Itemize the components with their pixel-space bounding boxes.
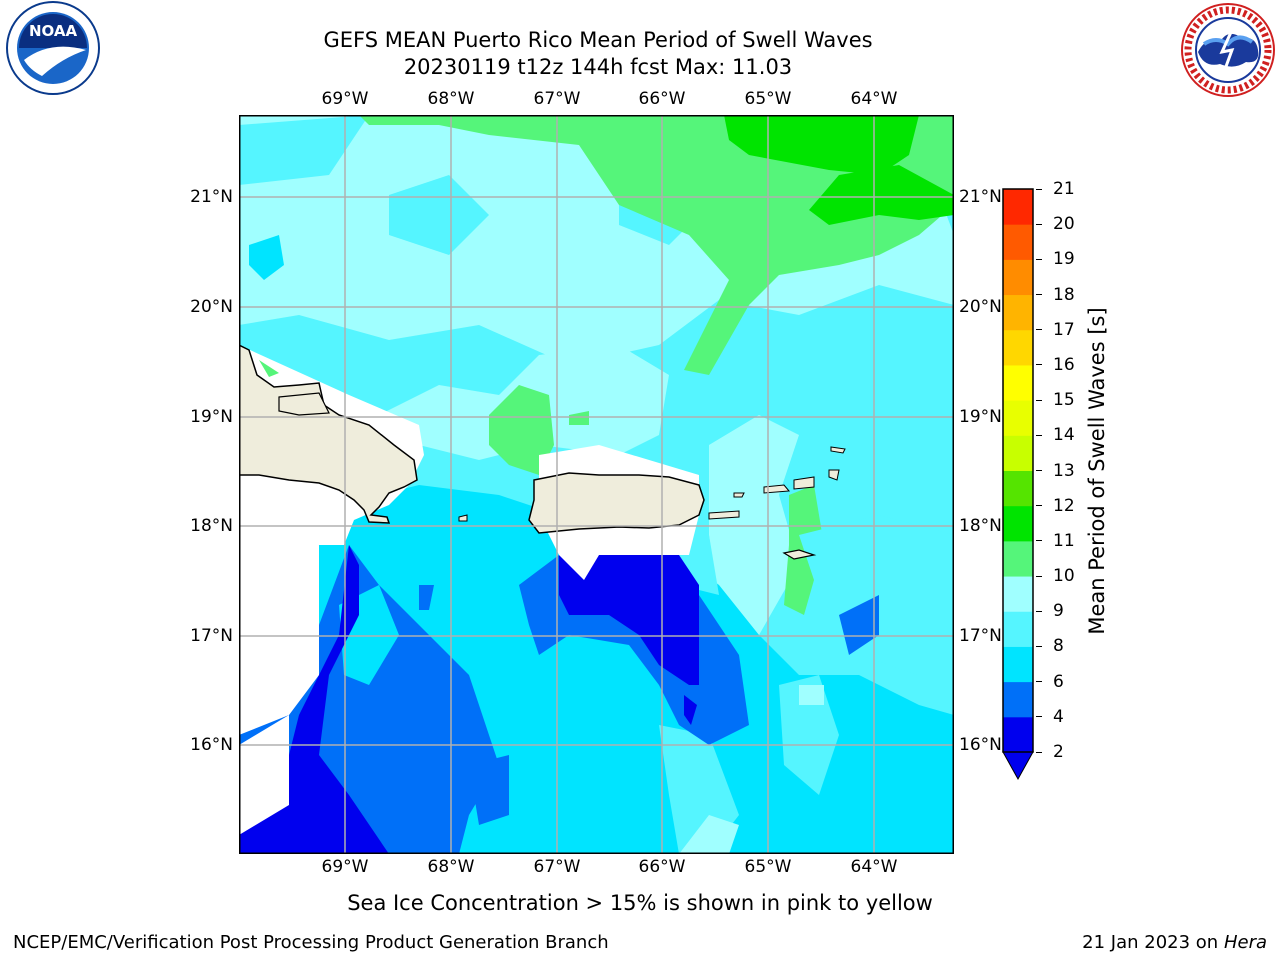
sea-ice-note: Sea Ice Concentration > 15% is shown in … [347,891,933,915]
lon-label-bottom: 67°W [533,857,581,877]
colorbar-tick [1036,505,1042,507]
colorbar-label: 21 [1053,179,1075,199]
colorbar-segment [1003,435,1033,471]
lat-label-right: 17°N [959,626,1002,646]
colorbar-tick [1036,470,1042,471]
lon-label-top: 69°W [321,89,369,109]
lon-label-top: 68°W [427,89,475,109]
lon-label-top: 66°W [638,89,686,109]
colorbar-segment [1003,224,1033,260]
lon-label-top: 65°W [744,89,792,109]
colorbar-label: 14 [1053,425,1075,446]
colorbar-label: 6 [1053,671,1064,692]
region-9-10-central [489,385,554,475]
lat-label-left: 19°N [190,407,233,427]
lat-label-right: 16°N [959,735,1002,755]
region-10-11-north [724,115,919,175]
lat-label-left: 18°N [190,516,233,536]
colorbar-tick [1036,681,1042,683]
colorbar-label: 16 [1053,354,1075,375]
land-hispaniola [239,344,418,524]
lat-label-right: 19°N [959,407,1002,427]
colorbar-segment [1003,470,1033,507]
map-frame [239,115,954,854]
colorbar-label: 15 [1053,390,1075,411]
lat-label-right: 21°N [959,187,1002,207]
lat-label-right: 20°N [959,297,1002,317]
lat-label-left: 17°N [190,626,233,646]
region-9-10 [359,115,954,375]
colorbar-tick [1036,294,1042,296]
lon-label-bottom: 68°W [427,857,475,877]
nws-logo-icon [1181,3,1275,97]
region-2-4-west [239,545,389,854]
colorbar-min-arrow [1002,751,1034,781]
colorbar-tick [1036,610,1042,612]
lat-label-left: 16°N [190,735,233,755]
colorbar-tick [1036,188,1042,190]
colorbar-segment [1003,681,1033,718]
colorbar-tick [1036,223,1042,225]
colorbar-tick [1036,434,1042,436]
colorbar-label: 4 [1053,706,1064,727]
colorbar-label: 12 [1053,495,1075,516]
lon-label-bottom: 65°W [744,857,792,877]
swell-period-map [239,115,954,854]
colorbar-label: 2 [1053,742,1064,762]
lat-label-left: 21°N [190,187,233,207]
colorbar-tick [1036,364,1042,366]
colorbar-segment [1003,576,1033,612]
colorbar-segment [1003,259,1033,296]
colorbar-title: Mean Period of Swell Waves [s] [1085,307,1109,635]
colorbar-segment [1003,189,1033,225]
colorbar-tick [1036,258,1042,260]
footer-date-text: 21 Jan 2023 on [1082,932,1224,953]
colorbar-segment [1003,400,1033,436]
colorbar-tick [1036,716,1042,718]
colorbar-label: 10 [1053,566,1075,587]
colorbar-label: 18 [1053,284,1075,305]
colorbar-tick [1036,540,1042,542]
colorbar-label: 13 [1053,460,1075,481]
lat-label-left: 20°N [190,297,233,317]
colorbar-tick [1036,575,1042,577]
colorbar-segment [1003,329,1033,366]
colorbar-tick [1036,751,1042,753]
land-puerto-rico [528,472,705,534]
colorbar-tick [1036,329,1042,331]
noaa-logo-text: NOAA [29,22,78,40]
colorbar-tick [1036,645,1042,647]
colorbar-label: 8 [1053,636,1064,657]
lon-label-top: 67°W [533,89,581,109]
noaa-logo-icon: NOAA [6,1,100,95]
colorbar [1002,188,1034,781]
colorbar-frame [1002,188,1034,753]
colorbar-label: 17 [1053,319,1075,340]
colorbar-segment [1003,364,1033,401]
lon-label-top: 64°W [850,89,898,109]
colorbar-label: 20 [1053,214,1075,235]
colorbar-label: 9 [1053,601,1064,622]
lon-label-bottom: 66°W [638,857,686,877]
colorbar-label: 11 [1053,530,1075,551]
footer-branch: NCEP/EMC/Verification Post Processing Pr… [13,932,609,953]
footer-date: 21 Jan 2023 on Hera [1082,932,1267,953]
lat-label-right: 18°N [959,516,1002,536]
region-2-4-south-pr [559,555,699,685]
colorbar-segment [1003,540,1033,577]
colorbar-segment [1003,505,1033,542]
map-title-line1: GEFS MEAN Puerto Rico Mean Period of Swe… [323,28,873,52]
colorbar-tick [1036,399,1042,401]
lon-label-bottom: 69°W [321,857,369,877]
colorbar-segment [1003,611,1033,647]
colorbar-label: 19 [1053,249,1075,270]
footer-machine: Hera [1223,932,1267,953]
colorbar-segment [1003,294,1033,331]
map-title-line2: 20230119 t12z 144h fcst Max: 11.03 [403,55,793,79]
map-grid [239,115,954,854]
lon-label-bottom: 64°W [850,857,898,877]
colorbar-segment [1003,646,1033,683]
colorbar-segment [1003,716,1033,753]
